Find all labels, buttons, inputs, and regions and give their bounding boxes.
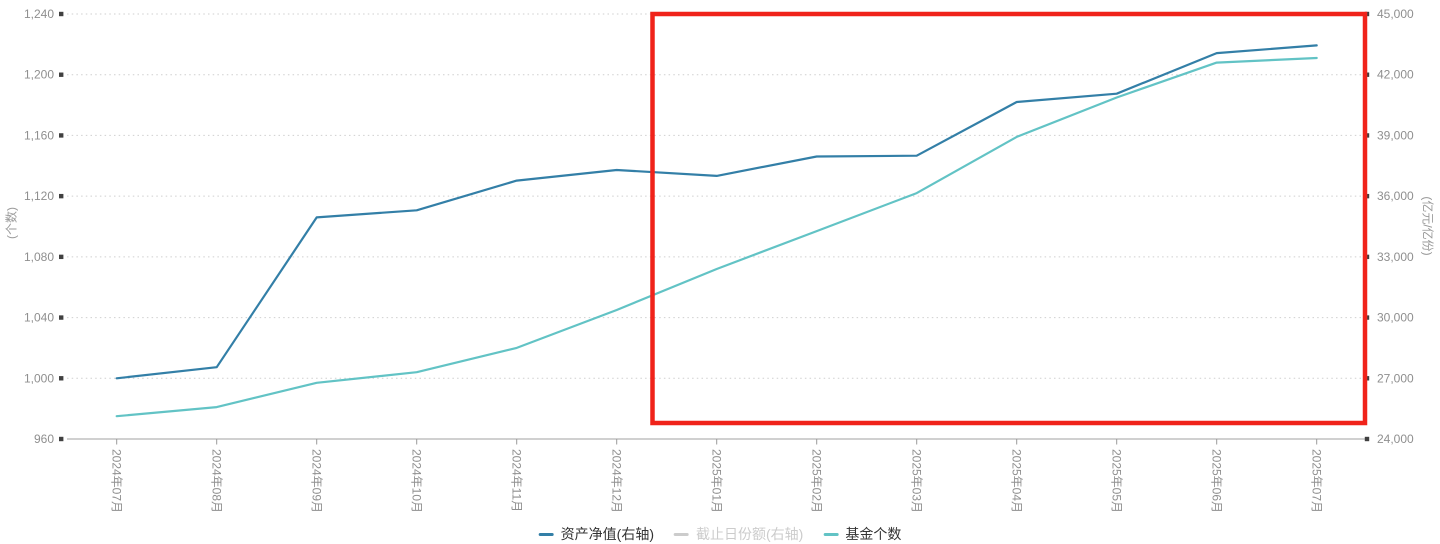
right-axis-tick-label: 27,000: [1377, 371, 1414, 385]
x-axis-tick-label: 2025年07月: [1310, 449, 1324, 513]
left-axis-tick: [59, 376, 64, 381]
x-axis-tick-label: 2024年12月: [610, 449, 624, 513]
series-lines: [115, 44, 1318, 418]
left-axis-tick: [59, 315, 64, 320]
legend-label: 截止日份额(右轴): [696, 526, 804, 542]
left-axis-tick: [59, 436, 64, 442]
left-axis-tick-label: 1,240: [24, 7, 54, 21]
x-axis-tick-label: 2024年08月: [209, 449, 223, 513]
x-axis-tick-label: 2025年04月: [1010, 449, 1024, 513]
left-axis-tick-label: 1,160: [24, 128, 54, 142]
legend-line-marker: [823, 532, 839, 536]
x-axis-tick-label: 2025年05月: [1110, 449, 1124, 513]
left-axis-tick-label: 1,040: [24, 311, 54, 325]
left-axis-tick-label: 960: [34, 432, 54, 446]
right-axis-tick-label: 30,000: [1377, 311, 1414, 325]
net-asset-value-line: [115, 44, 1318, 380]
left-axis-title: (个数): [4, 207, 19, 239]
left-axis-tick: [59, 254, 64, 260]
x-axis: 2024年07月 2024年08月 2024年09月 2024年10月 2024年11月…: [109, 439, 1324, 513]
fund-count-line: [115, 56, 1318, 418]
legend-item-fund-count[interactable]: 基金个数: [823, 524, 901, 544]
right-axis-tick-label: 24,000: [1377, 432, 1414, 446]
legend: 资产净值(右轴) 截止日份额(右轴) 基金个数: [538, 524, 901, 544]
right-axis-tick-label: 45,000: [1377, 7, 1414, 21]
legend-label: 资产净值(右轴): [560, 526, 654, 542]
legend-line-marker: [674, 532, 689, 536]
x-axis-tick-label: 2025年06月: [1210, 449, 1224, 513]
x-axis-tick-label: 2024年10月: [410, 449, 424, 513]
x-axis-tick-label: 2024年11月: [510, 449, 524, 512]
left-axis-tick: [59, 72, 64, 77]
annotation-rectangle: [650, 11, 1368, 426]
left-axis-tick-label: 1,200: [24, 68, 54, 82]
x-axis-tick-label: 2024年09月: [310, 449, 324, 513]
right-axis-title: (亿元/亿份): [1420, 196, 1435, 256]
legend-line-marker: [538, 532, 554, 536]
right-axis-tick-label: 42,000: [1377, 68, 1414, 82]
axis-ticks: [59, 11, 1370, 442]
x-axis-tick-label: 2024年07月: [109, 449, 123, 513]
right-axis-tick: [1364, 436, 1370, 442]
right-axis-tick-label: 36,000: [1377, 189, 1414, 203]
legend-label: 基金个数: [845, 526, 902, 542]
left-axis-tick: [59, 133, 64, 138]
left-axis-tick-label: 1,000: [24, 371, 54, 385]
legend-item-net-asset-value[interactable]: 资产净值(右轴): [538, 524, 654, 544]
right-axis-tick-label: 33,000: [1377, 250, 1414, 264]
left-axis-tick: [59, 193, 64, 199]
x-axis-tick-label: 2025年02月: [810, 449, 824, 513]
x-axis-tick-label: 2025年01月: [710, 449, 724, 513]
axis-labels: 960 24,000 1,000 27,000 1,040 30,000 1,080 33,0…: [24, 7, 1414, 446]
right-axis-tick-label: 39,000: [1377, 128, 1414, 142]
x-axis-tick-label: 2025年03月: [910, 449, 924, 513]
left-axis-tick-label: 1,120: [24, 189, 54, 203]
legend-item-shares-asof-date[interactable]: 截止日份额(右轴): [674, 524, 803, 544]
left-axis-tick-label: 1,080: [24, 250, 54, 264]
left-axis-tick: [59, 11, 64, 17]
